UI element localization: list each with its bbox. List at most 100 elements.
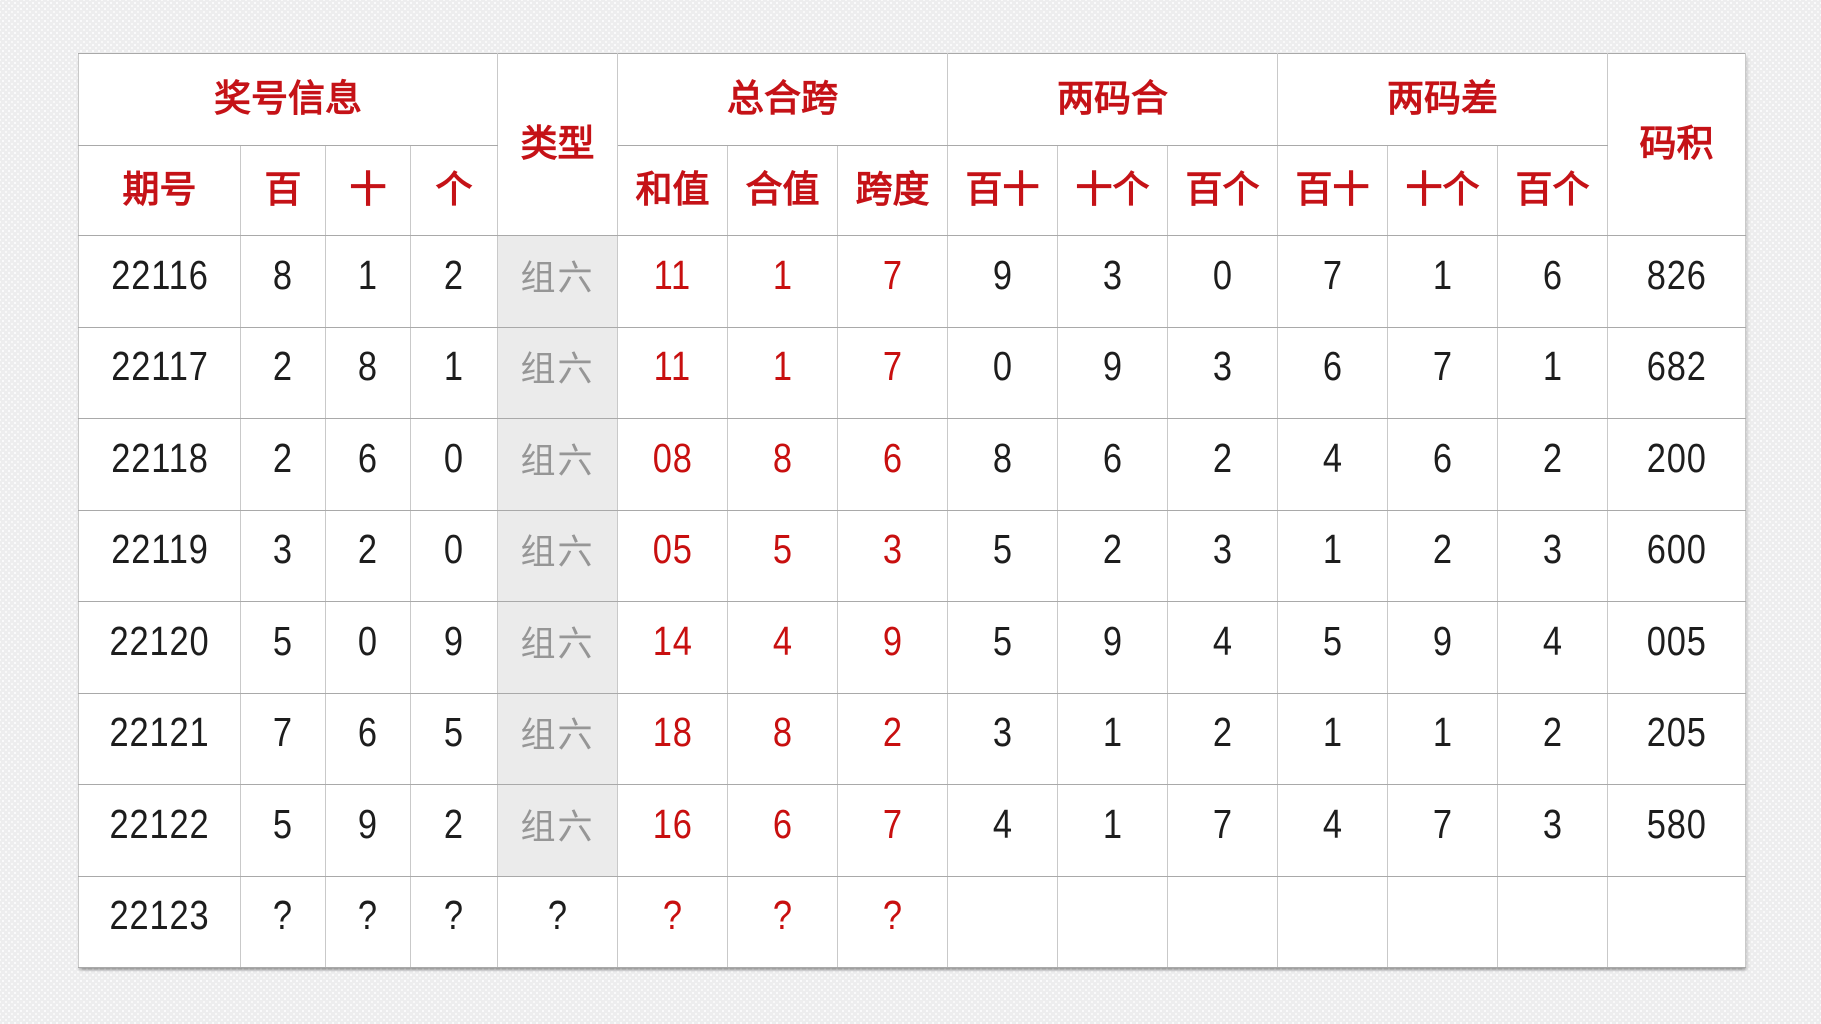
cell-product — [1607, 875, 1747, 968]
group-header-type: 类型 — [497, 53, 618, 236]
cell-units: 0 — [410, 509, 498, 602]
cell-sum-bg: 3 — [1167, 509, 1279, 602]
cell-type: 组六 — [497, 784, 618, 877]
cell-hundreds: 3 — [240, 509, 326, 602]
cell-type: ? — [497, 875, 618, 968]
cell-diff-bg: 2 — [1497, 692, 1609, 785]
header-sum-value: 和值 — [617, 145, 728, 236]
header-span: 跨度 — [836, 145, 949, 236]
cell-sum-bs: 3 — [947, 692, 1059, 785]
cell-diff-bs: 1 — [1277, 692, 1389, 785]
lottery-trend-table: 奖号信息 类型 总合跨 两码合 两码差 码积 期号 百 十 个 和值 合值 跨度… — [78, 53, 1747, 968]
sub-header-row: 期号 百 十 个 和值 合值 跨度 百十 十个 百个 百十 十个 百个 — [78, 145, 1746, 236]
cell-product: 200 — [1607, 418, 1747, 511]
cell-diff-sg: 9 — [1387, 601, 1499, 694]
header-he-value: 合值 — [727, 145, 838, 236]
cell-period: 22119 — [78, 509, 241, 602]
cell-sum-bg: 2 — [1167, 692, 1279, 785]
cell-diff-bs — [1277, 875, 1389, 968]
cell-sum-sg: 9 — [1057, 326, 1169, 419]
table-row: 22117 2 8 1 组六 11 1 7 0 9 3 6 7 1 682 — [78, 326, 1747, 419]
cell-he-value: 4 — [727, 601, 838, 694]
table-row: 22119 3 2 0 组六 05 5 3 5 2 3 1 2 3 600 — [78, 509, 1747, 602]
cell-diff-sg: 1 — [1387, 235, 1499, 328]
table-row: 22118 2 6 0 组六 08 8 6 8 6 2 4 6 2 200 — [78, 418, 1747, 511]
table-row: 22120 5 0 9 组六 14 4 9 5 9 4 5 9 4 005 — [78, 601, 1747, 694]
cell-type: 组六 — [497, 235, 618, 328]
table-row: 22123 ? ? ? ? ? ? ? — [78, 875, 1747, 968]
cell-sum-sg: 1 — [1057, 692, 1169, 785]
table-row: 22121 7 6 5 组六 18 8 2 3 1 2 1 1 2 205 — [78, 692, 1747, 785]
cell-product: 580 — [1607, 784, 1747, 877]
header-diff-bs: 百十 — [1277, 145, 1389, 236]
cell-units: 2 — [410, 784, 498, 877]
cell-sum-bg — [1167, 875, 1279, 968]
cell-hundreds: 5 — [240, 784, 326, 877]
cell-he-value: 8 — [727, 418, 838, 511]
cell-sum-sg — [1057, 875, 1169, 968]
header-diff-sg: 十个 — [1387, 145, 1499, 236]
cell-span: 3 — [836, 509, 949, 602]
cell-diff-sg: 7 — [1387, 326, 1499, 419]
cell-span: 9 — [836, 601, 949, 694]
cell-period: 22118 — [78, 418, 241, 511]
cell-sum-bg: 2 — [1167, 418, 1279, 511]
cell-diff-bs: 1 — [1277, 509, 1389, 602]
cell-sum-bs: 5 — [947, 601, 1059, 694]
cell-tens: 6 — [325, 692, 411, 785]
cell-product: 682 — [1607, 326, 1747, 419]
cell-period: 22121 — [78, 692, 241, 785]
cell-span: 2 — [836, 692, 949, 785]
cell-diff-sg — [1387, 875, 1499, 968]
cell-he-value: 8 — [727, 692, 838, 785]
cell-type: 组六 — [497, 692, 618, 785]
group-header-row: 奖号信息 类型 总合跨 两码合 两码差 码积 — [78, 53, 1747, 236]
header-hundreds: 百 — [240, 145, 326, 236]
cell-diff-bg: 1 — [1497, 326, 1609, 419]
group-header-code-product: 码积 — [1607, 53, 1747, 236]
group-header-two-code-diff: 两码差 — [1277, 53, 1609, 146]
cell-period: 22117 — [78, 326, 241, 419]
cell-sum-bs: 5 — [947, 509, 1059, 602]
cell-diff-bg: 3 — [1497, 784, 1609, 877]
cell-sum-bs: 9 — [947, 235, 1059, 328]
cell-sum-sg: 3 — [1057, 235, 1169, 328]
cell-diff-sg: 7 — [1387, 784, 1499, 877]
cell-sum-sg: 9 — [1057, 601, 1169, 694]
cell-diff-bs: 5 — [1277, 601, 1389, 694]
cell-span: ? — [836, 875, 949, 968]
table-row: 22116 8 1 2 组六 11 1 7 9 3 0 7 1 6 826 — [78, 235, 1747, 328]
cell-diff-bg: 3 — [1497, 509, 1609, 602]
cell-hundreds: 7 — [240, 692, 326, 785]
cell-hundreds: 2 — [240, 326, 326, 419]
cell-diff-bg — [1497, 875, 1609, 968]
cell-hundreds: 5 — [240, 601, 326, 694]
cell-type: 组六 — [497, 326, 618, 419]
cell-sum-value: 05 — [617, 509, 728, 602]
cell-tens: 9 — [325, 784, 411, 877]
cell-sum-value: 11 — [617, 235, 728, 328]
cell-sum-value: 08 — [617, 418, 728, 511]
cell-tens: 8 — [325, 326, 411, 419]
cell-sum-value: 14 — [617, 601, 728, 694]
cell-sum-bs: 4 — [947, 784, 1059, 877]
group-header-sum-group: 总合跨 — [616, 53, 949, 146]
header-sum-bs: 百十 — [947, 145, 1059, 236]
header-sum-sg: 十个 — [1057, 145, 1169, 236]
cell-span: 6 — [836, 418, 949, 511]
cell-hundreds: ? — [240, 875, 326, 968]
cell-sum-value: 18 — [617, 692, 728, 785]
cell-sum-bg: 7 — [1167, 784, 1279, 877]
cell-units: 9 — [410, 601, 498, 694]
cell-he-value: 1 — [727, 235, 838, 328]
cell-span: 7 — [836, 235, 949, 328]
cell-diff-bs: 6 — [1277, 326, 1389, 419]
cell-sum-sg: 2 — [1057, 509, 1169, 602]
cell-diff-bs: 4 — [1277, 784, 1389, 877]
cell-diff-bs: 7 — [1277, 235, 1389, 328]
cell-he-value: 5 — [727, 509, 838, 602]
cell-tens: 2 — [325, 509, 411, 602]
cell-product: 005 — [1607, 601, 1747, 694]
cell-hundreds: 2 — [240, 418, 326, 511]
cell-type: 组六 — [497, 601, 618, 694]
